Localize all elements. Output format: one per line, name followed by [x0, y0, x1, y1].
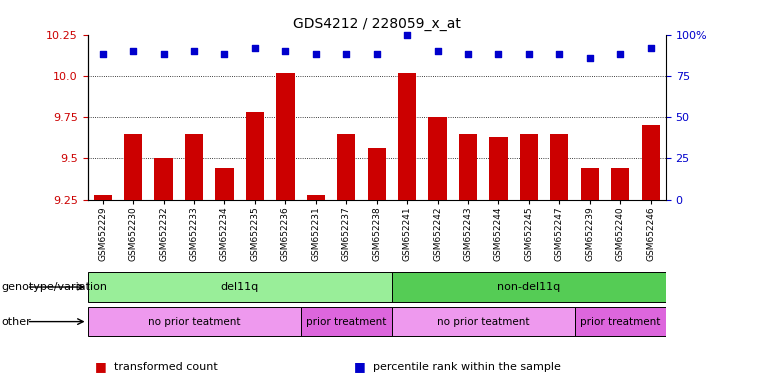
Point [492, 51, 505, 58]
Bar [611, 168, 629, 200]
Bar [642, 126, 660, 200]
Title: GDS4212 / 228059_x_at: GDS4212 / 228059_x_at [293, 17, 460, 31]
Point [279, 48, 291, 54]
Bar [459, 134, 477, 200]
Text: prior treatment: prior treatment [306, 316, 387, 327]
Point [310, 51, 322, 58]
Text: no prior teatment: no prior teatment [148, 316, 240, 327]
Bar [88, 272, 392, 302]
Point [127, 48, 139, 54]
Text: ■: ■ [95, 360, 107, 373]
Bar [246, 112, 264, 200]
Point [97, 51, 109, 58]
Point [523, 51, 535, 58]
Bar [88, 307, 301, 336]
Point [158, 51, 170, 58]
Text: other: other [2, 316, 31, 327]
Point [188, 48, 200, 54]
Bar [398, 73, 416, 200]
Point [218, 51, 231, 58]
Bar [301, 307, 392, 336]
Text: no prior teatment: no prior teatment [437, 316, 530, 327]
Point [645, 45, 657, 51]
Text: genotype/variation: genotype/variation [2, 282, 107, 292]
Bar [489, 137, 508, 200]
Bar [337, 134, 355, 200]
Bar [215, 168, 234, 200]
Point [553, 51, 565, 58]
Bar [307, 195, 325, 200]
Bar [154, 159, 173, 200]
Text: del11q: del11q [221, 282, 259, 292]
Bar [124, 134, 142, 200]
Point [614, 51, 626, 58]
Point [340, 51, 352, 58]
Text: non-del11q: non-del11q [497, 282, 561, 292]
Point [462, 51, 474, 58]
Bar [581, 168, 599, 200]
Bar [94, 195, 112, 200]
Point [249, 45, 261, 51]
Text: percentile rank within the sample: percentile rank within the sample [373, 362, 561, 372]
Text: ■: ■ [354, 360, 365, 373]
Bar [185, 134, 203, 200]
Bar [550, 134, 568, 200]
Text: prior treatment: prior treatment [580, 316, 661, 327]
Point [584, 55, 596, 61]
Bar [520, 134, 538, 200]
Point [401, 31, 413, 38]
Bar [392, 307, 575, 336]
Bar [368, 149, 386, 200]
Bar [428, 117, 447, 200]
Bar [575, 307, 666, 336]
Bar [276, 73, 295, 200]
Text: transformed count: transformed count [114, 362, 218, 372]
Bar [392, 272, 666, 302]
Point [431, 48, 444, 54]
Point [371, 51, 383, 58]
